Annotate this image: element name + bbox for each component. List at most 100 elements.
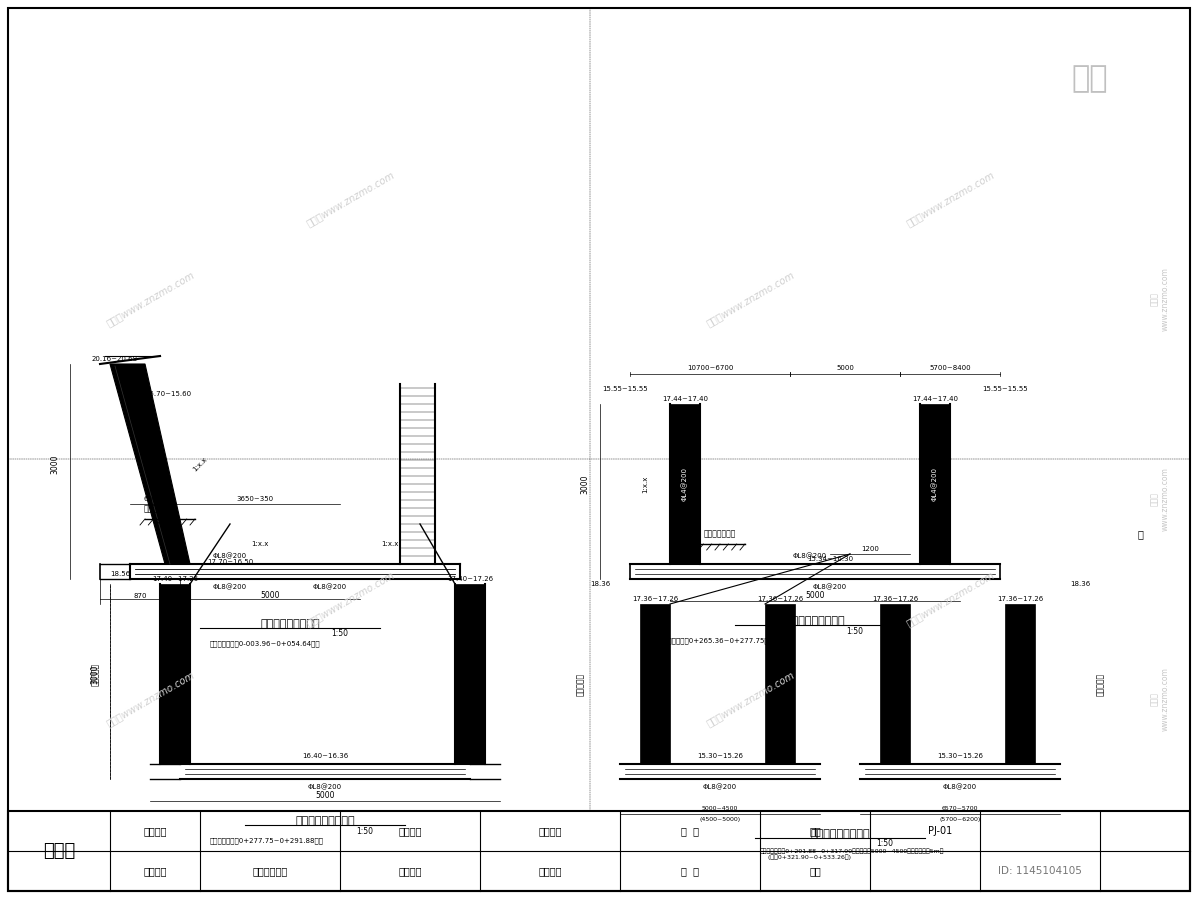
Text: 1:50: 1:50 [357,826,374,835]
Text: 知束网
www.znzmo.com: 知束网 www.znzmo.com [1150,667,1169,731]
Text: 图号: 图号 [809,826,821,836]
Text: 3000: 3000 [50,454,60,474]
Text: 工程名称: 工程名称 [144,826,167,836]
Text: 竣工图: 竣工图 [43,842,75,860]
Text: 16.40~16.36: 16.40~16.36 [302,753,349,759]
Text: 知束网www.znzmo.com: 知束网www.znzmo.com [304,570,395,628]
Text: 600: 600 [144,496,157,502]
Text: 18.56: 18.56 [110,571,131,577]
Text: 图纸内容: 图纸内容 [144,866,167,876]
Text: 北: 北 [1137,529,1143,539]
Text: 5000: 5000 [315,791,334,800]
Text: 15.30~15.26: 15.30~15.26 [937,753,984,759]
Text: PJ-01: PJ-01 [928,826,952,836]
Text: 17.40~17.26: 17.40~17.26 [447,576,494,582]
Text: 审  核: 审 核 [680,866,698,876]
Text: 870: 870 [133,593,146,599]
Text: ΦL8@200: ΦL8@200 [213,583,247,591]
Text: ΦL8@200: ΦL8@200 [943,784,978,790]
Bar [766,604,795,764]
Text: 玄武大道人行道: 玄武大道人行道 [144,504,176,513]
Text: 知束网www.znzmo.com: 知束网www.znzmo.com [904,570,996,628]
Text: 1:50: 1:50 [847,627,864,636]
Text: 监理单位: 监理单位 [538,826,562,836]
Text: (5700~6200): (5700~6200) [939,816,981,822]
Text: (4500~5000): (4500~5000) [700,816,740,822]
Text: 1:50: 1:50 [877,840,894,849]
Text: 知束网www.znzmo.com: 知束网www.znzmo.com [104,670,195,728]
Text: 施工单位: 施工单位 [538,866,562,876]
Text: 5000: 5000 [260,592,280,601]
Bar [161,584,190,764]
Bar [1005,604,1035,764]
Text: 15.55~15.55: 15.55~15.55 [982,386,1028,392]
Text: ΦL8@200: ΦL8@200 [308,784,343,790]
Text: 17.44~17.40: 17.44~17.40 [912,396,958,402]
Bar [640,604,670,764]
Text: 1:x.x: 1:x.x [192,456,208,472]
Text: 5000: 5000 [805,592,824,601]
Text: 5000~4500: 5000~4500 [702,806,738,812]
Text: 3650~350: 3650~350 [236,496,273,502]
Text: 玄武大道人行道: 玄武大道人行道 [703,530,737,539]
Text: 注：适用于桩号0-003.96~0+054.64段。: 注：适用于桩号0-003.96~0+054.64段。 [210,641,321,647]
Bar [670,404,700,564]
Text: ΦL8@200: ΦL8@200 [793,553,827,559]
Text: 17.40~17.26: 17.40~17.26 [152,576,198,582]
Text: 1:50: 1:50 [332,629,349,638]
Text: 知束网www.znzmo.com: 知束网www.znzmo.com [904,170,996,228]
Text: 18.36: 18.36 [1070,581,1090,587]
Bar [920,404,950,564]
Text: 1:x.x: 1:x.x [642,476,648,493]
Text: 18.36: 18.36 [589,581,610,587]
Text: 3000: 3000 [91,664,99,684]
Text: 17.36~17.26: 17.36~17.26 [757,596,803,602]
Text: 断面修改图四配筋图: 断面修改图四配筋图 [810,829,870,839]
Text: 15.55~15.55: 15.55~15.55 [603,386,648,392]
Text: 知束: 知束 [1072,65,1108,93]
Text: 制  图: 制 图 [680,826,698,836]
Text: 1:x.x: 1:x.x [381,541,399,547]
Text: 知束网www.znzmo.com: 知束网www.znzmo.com [104,270,195,328]
Text: 日期: 日期 [809,866,821,876]
Text: 17.70~16.50: 17.70~16.50 [207,559,253,565]
Text: 断面修改图一配筋图: 断面修改图一配筋图 [260,619,320,629]
Text: 断面修改图三配筋图: 断面修改图三配筋图 [295,816,355,826]
Polygon shape [110,364,190,564]
Bar [881,604,910,764]
Text: 注：适用于桩号0+265.36~0+277.75段。: 注：适用于桩号0+265.36~0+277.75段。 [660,637,774,645]
Text: 6570~5700: 6570~5700 [942,806,979,812]
Text: 17.36~17.26: 17.36~17.26 [631,596,678,602]
Text: 人工挖孔桩: 人工挖孔桩 [575,672,585,696]
Text: 17.36~17.26: 17.36~17.26 [997,596,1043,602]
Text: 知束网www.znzmo.com: 知束网www.znzmo.com [304,170,395,228]
Text: ΦL4@200: ΦL4@200 [932,467,938,501]
Text: 注：适用于桩号0+277.75~0+291.88段。: 注：适用于桩号0+277.75~0+291.88段。 [210,838,323,844]
Text: 知束网
www.znzmo.com: 知束网 www.znzmo.com [1150,467,1169,531]
Text: ΦL8@200: ΦL8@200 [703,784,737,790]
Text: 知束网
www.znzmo.com: 知束网 www.znzmo.com [1150,267,1169,331]
Text: 人工挖孔桩: 人工挖孔桩 [1095,672,1105,696]
Text: 人工挖孔桩: 人工挖孔桩 [91,663,99,686]
Text: 15.34~16.30: 15.34~16.30 [807,556,853,562]
Text: 断面修改图二配筋图: 断面修改图二配筋图 [785,616,845,626]
Text: 15.70~15.60: 15.70~15.60 [145,391,192,397]
Text: 5000: 5000 [836,365,854,371]
Text: 20.16~20.68: 20.16~20.68 [92,356,138,362]
Text: ΦL4@200: ΦL4@200 [682,467,688,501]
Text: 1200: 1200 [861,546,879,552]
Text: 10700~6700: 10700~6700 [686,365,733,371]
Bar [8,811,1190,891]
Text: ΦL8@200: ΦL8@200 [213,553,247,559]
Text: 注：适用于桩号0+291.88~0+317.90段；河宽由5000~4500渐变段长度为5m。
    (桩号0+321.90~0+533.26段): 注：适用于桩号0+291.88~0+317.90段；河宽由5000~4500渐变… [760,848,944,860]
Text: ID: 1145104105: ID: 1145104105 [998,866,1082,876]
Text: 17.44~17.40: 17.44~17.40 [662,396,708,402]
Text: 知束网www.znzmo.com: 知束网www.znzmo.com [704,670,795,728]
Text: ΦL8@200: ΦL8@200 [813,583,847,591]
Text: ΦL8@200: ΦL8@200 [313,583,347,591]
Bar [455,584,485,764]
Text: 1:x.x: 1:x.x [252,541,268,547]
Text: 17.36~17.26: 17.36~17.26 [872,596,918,602]
Text: 配筋图（一）: 配筋图（一） [253,866,288,876]
Text: 知束网www.znzmo.com: 知束网www.znzmo.com [704,270,795,328]
